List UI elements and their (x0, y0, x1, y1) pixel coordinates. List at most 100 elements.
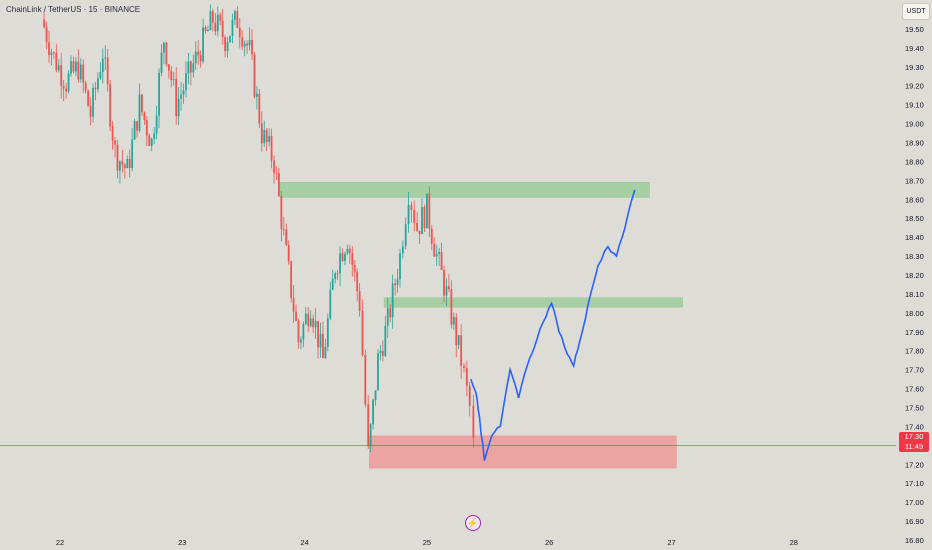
candle-body (185, 73, 187, 91)
candle-body (336, 273, 339, 275)
candle-body (413, 210, 416, 223)
candle-body (50, 52, 53, 55)
candle-body (177, 98, 180, 117)
candle-body (344, 253, 346, 261)
candle-body (369, 424, 372, 447)
candle-body (309, 318, 312, 327)
candle-body (452, 317, 455, 325)
candle-body (62, 85, 65, 89)
candle-body (304, 313, 307, 325)
currency-button[interactable]: USDT (902, 3, 930, 20)
candle-body (418, 230, 421, 235)
candle-body (57, 65, 60, 71)
demand-zone (369, 435, 677, 469)
candle-body (260, 123, 263, 144)
candle-body (297, 320, 300, 343)
candle-body (448, 286, 450, 290)
candle-body (331, 278, 334, 290)
candle-body (192, 63, 195, 73)
candle-body (353, 264, 356, 272)
mid-zone (383, 297, 683, 308)
y-tick-label: 18.80 (905, 157, 924, 166)
y-tick-label: 19.40 (905, 44, 924, 53)
y-tick-label: 17.70 (905, 366, 924, 375)
candle-body (329, 289, 332, 319)
candle-body (229, 35, 231, 43)
y-tick-label: 18.30 (905, 252, 924, 261)
candle-body (314, 320, 317, 328)
lightning-icon[interactable]: ⚡ (465, 515, 481, 531)
candle-body (401, 246, 404, 254)
candle-body (211, 11, 214, 23)
candle-body (182, 90, 185, 95)
candle-body (389, 308, 392, 318)
candle-body (104, 57, 107, 59)
candle-body (410, 204, 413, 211)
candle-body (348, 248, 351, 254)
candle-body (126, 158, 129, 169)
candle-body (155, 115, 158, 134)
candle-body (84, 82, 87, 91)
y-tick-label: 18.60 (905, 195, 924, 204)
candle-body (278, 172, 280, 196)
candle-body (77, 61, 80, 80)
candle-body (377, 353, 379, 391)
candle-body (379, 350, 382, 354)
candle-body (361, 310, 364, 356)
candle-body (204, 27, 207, 32)
x-tick-label: 25 (423, 538, 431, 547)
candle-body (160, 52, 163, 73)
candle-body (265, 129, 268, 142)
candle-body (236, 11, 239, 28)
y-tick-label: 17.10 (905, 479, 924, 488)
candle-body (399, 253, 401, 280)
candle-body (324, 347, 327, 359)
candle-body (423, 207, 426, 229)
candle-body (326, 318, 329, 348)
candle-body (468, 385, 471, 406)
y-tick-label: 17.90 (905, 328, 924, 337)
candle-body (133, 121, 136, 140)
bar-countdown: 11:49 (904, 442, 924, 451)
projection-line (470, 189, 636, 461)
candle-body (268, 136, 271, 142)
candle-body (251, 39, 253, 55)
y-tick-label: 17.50 (905, 404, 924, 413)
zones (279, 182, 683, 469)
candle-body (322, 333, 324, 359)
candle-body (258, 93, 261, 124)
candle-body (421, 207, 423, 235)
y-tick-label: 18.20 (905, 271, 924, 280)
y-axis-labels: 19.50 19.40 19.30 19.20 19.10 19.00 18.90 18.80… (905, 25, 924, 545)
candle-body (101, 58, 104, 73)
candle-body (89, 106, 92, 117)
candle-body (256, 93, 258, 97)
candle-body (109, 84, 112, 127)
candle-body (391, 283, 394, 318)
candle-body (189, 61, 192, 73)
candle-body (74, 61, 77, 72)
candle-body (386, 308, 389, 326)
candle-body (106, 57, 109, 85)
candle-body (435, 254, 438, 257)
candle-body (243, 43, 246, 47)
candle-body (221, 20, 224, 38)
candle-body (275, 172, 278, 174)
y-tick-label: 17.00 (905, 498, 924, 507)
candle-body (226, 42, 229, 51)
y-tick-label: 16.80 (905, 536, 924, 545)
y-tick-label: 19.00 (905, 120, 924, 129)
y-tick-label: 19.10 (905, 101, 924, 110)
candle-body (295, 311, 297, 321)
y-tick-label: 19.50 (905, 25, 924, 34)
y-tick-label: 18.50 (905, 214, 924, 223)
candle-body (246, 43, 249, 46)
candle-body (426, 193, 428, 229)
candle-body (273, 160, 275, 173)
candle-body (290, 261, 293, 298)
y-tick-label: 16.90 (905, 517, 924, 526)
x-tick-label: 24 (300, 538, 308, 547)
candle-body (209, 11, 212, 30)
candle-body (219, 14, 222, 21)
